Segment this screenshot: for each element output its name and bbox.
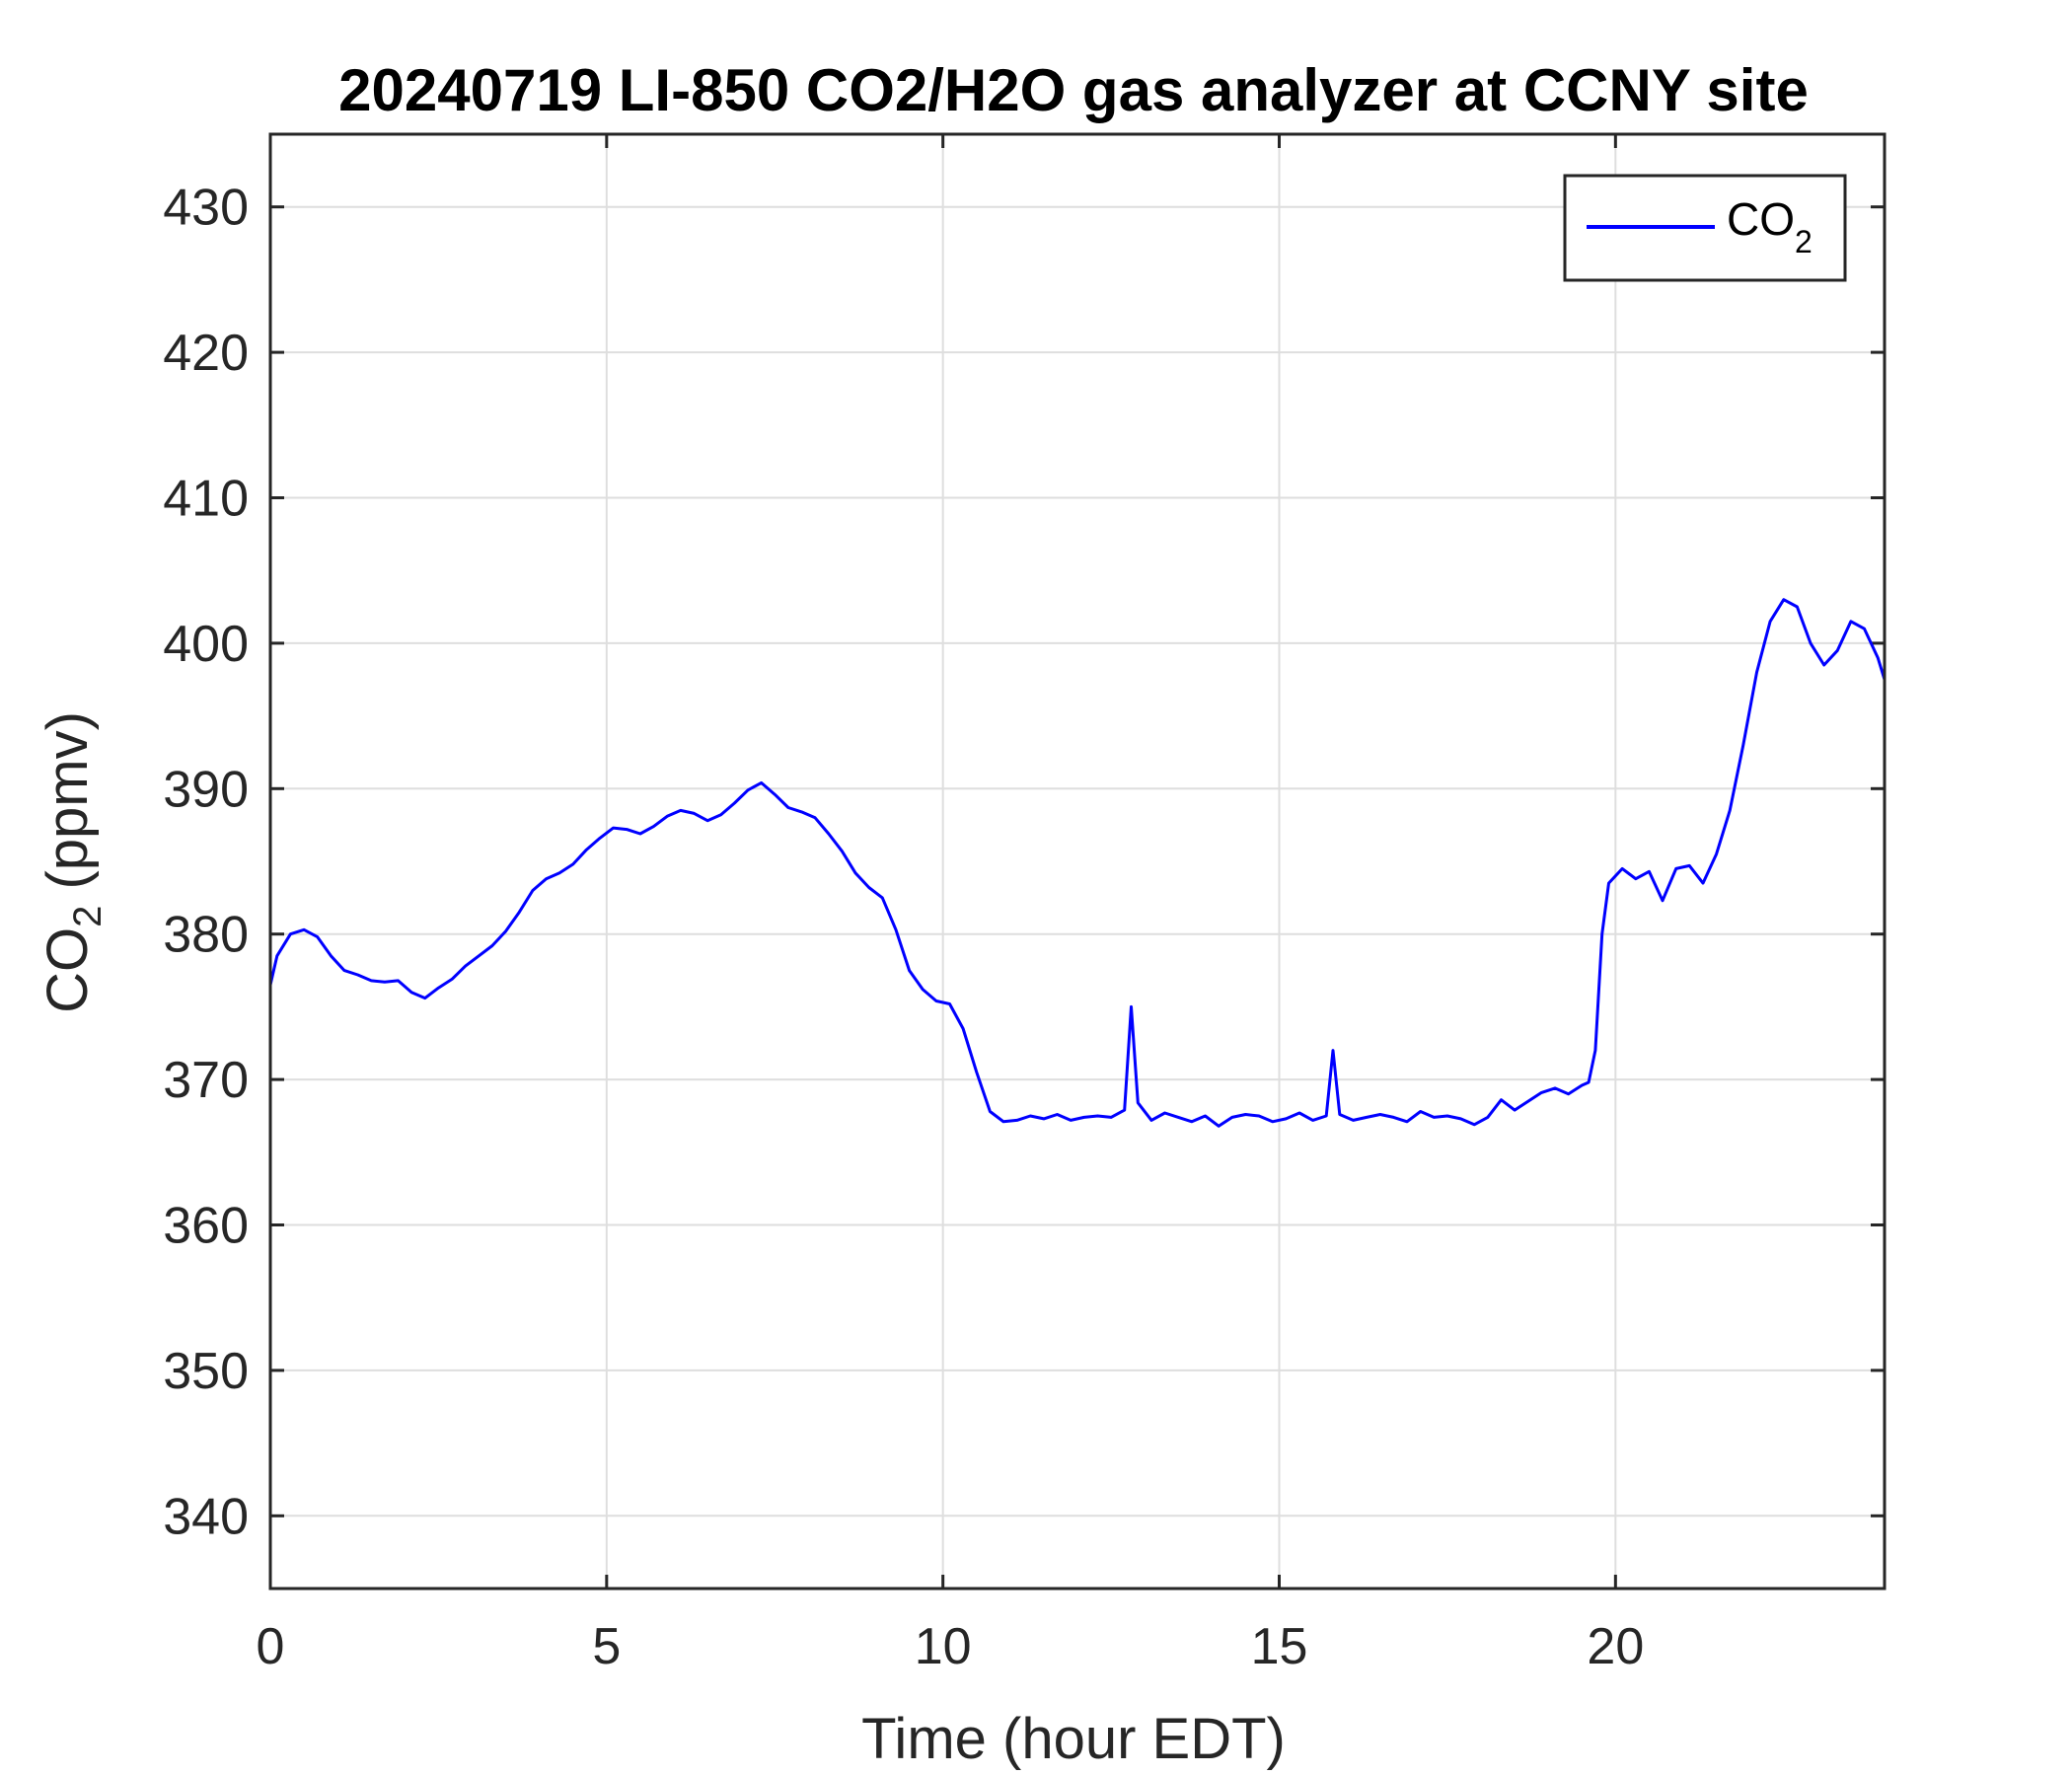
legend: CO2: [1563, 174, 1847, 282]
legend-label-sub: 2: [1795, 224, 1813, 259]
y-axis-label: CO2 (ppmv): [36, 711, 110, 1013]
y-axis-label-rest: (ppmv): [36, 711, 100, 906]
y-tick-label: 360: [163, 1198, 249, 1255]
y-tick-label: 370: [163, 1052, 249, 1109]
tick-marks: [268, 134, 1885, 1589]
plot-frame: [268, 132, 1887, 1591]
y-tick-label: 410: [163, 471, 249, 528]
chart-title: 20240719 LI-850 CO2/H2O gas analyzer at …: [338, 57, 1809, 123]
x-tick-label: 0: [257, 1618, 285, 1675]
y-tick-label: 430: [163, 180, 249, 237]
y-tick-label: 380: [163, 907, 249, 964]
y-tick-label: 400: [163, 616, 249, 673]
y-tick-labels: 340 350 360 370 380 390 400 410 420 430: [163, 180, 249, 1546]
y-tick-label: 390: [163, 761, 249, 818]
x-tick-labels: 0 5 10 15 20: [257, 1618, 1645, 1675]
gridlines: [269, 134, 1885, 1589]
y-axis-label-base: CO: [36, 927, 100, 1013]
y-tick-label: 350: [163, 1343, 249, 1400]
x-tick-label: 5: [592, 1618, 621, 1675]
x-tick-label: 15: [1251, 1618, 1308, 1675]
x-tick-label: 10: [915, 1618, 972, 1675]
x-tick-label: 20: [1587, 1618, 1644, 1675]
series-line-0: [270, 598, 1885, 1128]
y-tick-label: 420: [163, 325, 249, 382]
legend-label-base: CO: [1727, 193, 1795, 245]
data-series: [270, 598, 1885, 1128]
legend-label-co2: CO2: [1727, 193, 1813, 259]
y-axis-label-sub: 2: [66, 906, 110, 927]
y-tick-label: 340: [163, 1488, 249, 1545]
x-axis-label: Time (hour EDT): [861, 1707, 1286, 1771]
